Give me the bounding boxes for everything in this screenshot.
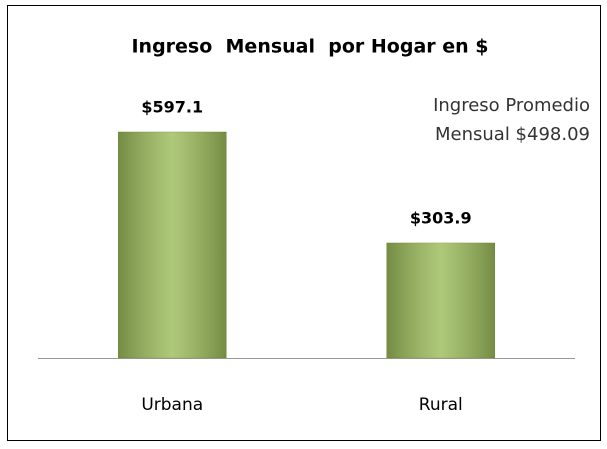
chart-frame (7, 5, 601, 441)
x-tick-label: Rural (419, 395, 463, 415)
x-tick-label: Urbana (141, 395, 203, 415)
data-label: $597.1 (141, 97, 203, 116)
bar (118, 131, 227, 359)
annotation: Ingreso Promedio (433, 95, 590, 116)
bar (386, 242, 495, 359)
annotation: Mensual $498.09 (435, 124, 590, 145)
data-label: $303.9 (410, 208, 472, 227)
chart-title: Ingreso Mensual por Hogar en $ (131, 36, 488, 58)
